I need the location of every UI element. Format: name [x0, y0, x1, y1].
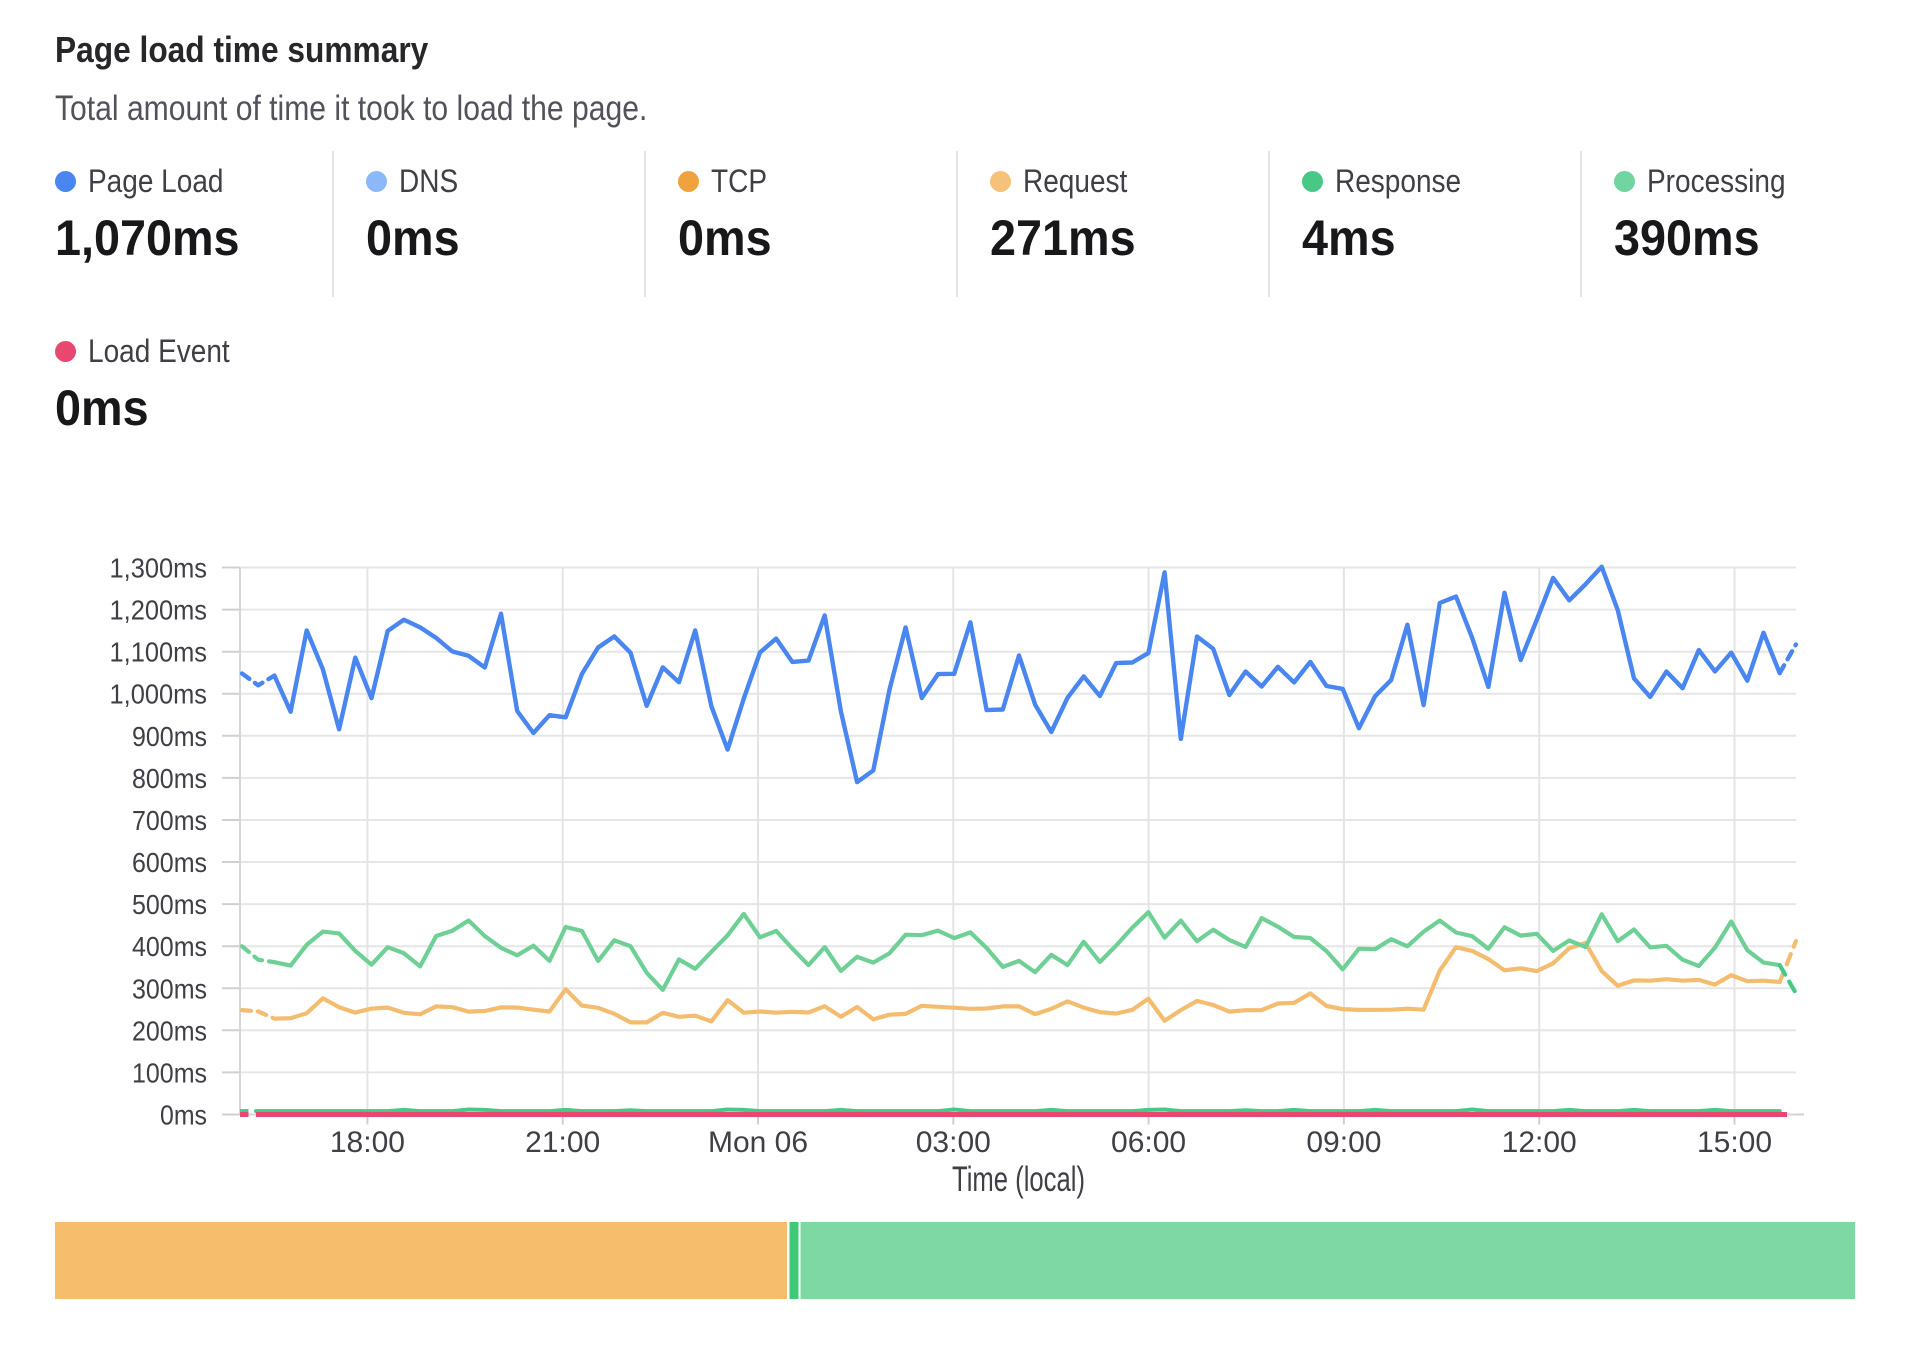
svg-text:Mon 06: Mon 06 — [708, 1126, 808, 1159]
svg-text:Time (local): Time (local) — [952, 1160, 1085, 1199]
svg-text:700ms: 700ms — [132, 805, 207, 836]
svg-text:18:00: 18:00 — [330, 1126, 405, 1159]
svg-text:09:00: 09:00 — [1306, 1126, 1381, 1159]
svg-text:600ms: 600ms — [132, 847, 207, 878]
svg-text:300ms: 300ms — [132, 973, 207, 1004]
svg-text:900ms: 900ms — [132, 721, 207, 752]
svg-text:1,200ms: 1,200ms — [110, 595, 208, 626]
svg-text:1,300ms: 1,300ms — [110, 553, 208, 584]
svg-text:200ms: 200ms — [132, 1015, 207, 1046]
svg-text:1,000ms: 1,000ms — [110, 679, 208, 710]
svg-text:0ms: 0ms — [160, 1100, 207, 1131]
svg-text:12:00: 12:00 — [1502, 1126, 1577, 1159]
svg-text:800ms: 800ms — [132, 763, 207, 794]
svg-text:1,100ms: 1,100ms — [110, 637, 208, 668]
svg-text:03:00: 03:00 — [916, 1126, 991, 1159]
svg-text:15:00: 15:00 — [1697, 1126, 1772, 1159]
svg-text:100ms: 100ms — [132, 1057, 207, 1088]
svg-text:21:00: 21:00 — [525, 1126, 600, 1159]
svg-text:400ms: 400ms — [132, 931, 207, 962]
svg-text:06:00: 06:00 — [1111, 1126, 1186, 1159]
svg-text:500ms: 500ms — [132, 889, 207, 920]
